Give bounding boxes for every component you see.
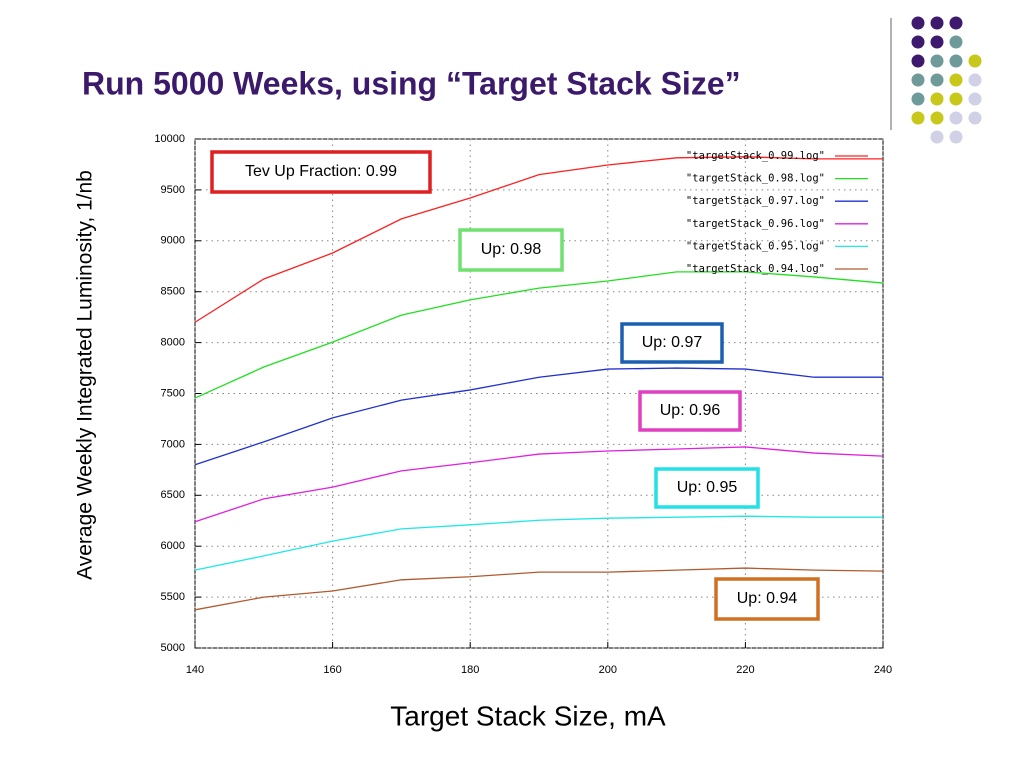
dot <box>968 73 982 87</box>
annotation-box <box>620 322 724 364</box>
y-tick-label: 8500 <box>161 286 185 298</box>
annotation-text: Tev Up Fraction: 0.99 <box>245 163 397 180</box>
dot <box>930 92 944 106</box>
dot <box>911 92 925 106</box>
y-tick-label: 8000 <box>161 337 185 349</box>
annotation-text: Up: 0.94 <box>737 590 798 607</box>
y-tick-label: 5500 <box>161 591 185 603</box>
annotation-box <box>654 467 760 509</box>
x-axis-label: Target Stack Size, mA <box>390 700 666 731</box>
legend-label: "targetStack_0.96.log" <box>686 218 825 230</box>
decoration <box>911 16 982 144</box>
dot <box>968 54 982 68</box>
legend-label: "targetStack_0.94.log" <box>686 263 825 275</box>
annotation-text: Up: 0.96 <box>660 402 721 419</box>
legend-label: "targetStack_0.95.log" <box>686 240 825 252</box>
y-tick-label: 5000 <box>161 642 185 654</box>
dot <box>930 16 944 30</box>
dot <box>949 54 963 68</box>
y-tick-label: 7500 <box>161 387 185 399</box>
annotation-box <box>210 150 432 194</box>
annotation-text: Up: 0.97 <box>642 334 703 351</box>
title: Run 5000 Weeks, using “Target Stack Size… <box>82 65 741 101</box>
x-tick-label: 140 <box>186 664 204 676</box>
series-line <box>194 567 884 611</box>
legend-label: "targetStack_0.99.log" <box>686 150 825 162</box>
x-tick-label: 200 <box>599 664 617 676</box>
dot <box>911 16 925 30</box>
dot <box>911 73 925 87</box>
dot <box>930 35 944 49</box>
dot <box>911 54 925 68</box>
dot <box>949 35 963 49</box>
series-line <box>194 446 884 523</box>
x-tick-label: 240 <box>874 664 892 676</box>
series-line <box>194 271 884 399</box>
y-tick-label: 9000 <box>161 235 185 247</box>
annotation-box <box>714 577 820 621</box>
y-tick-label: 6500 <box>161 489 185 501</box>
y-tick-label: 9500 <box>161 184 185 196</box>
y-tick-label: 7000 <box>161 438 185 450</box>
legend-label: "targetStack_0.97.log" <box>686 195 825 207</box>
dot <box>930 130 944 144</box>
x-tick-label: 160 <box>323 664 341 676</box>
dot <box>949 130 963 144</box>
annotation-text: Up: 0.98 <box>481 241 542 258</box>
dot <box>930 111 944 125</box>
dot <box>949 92 963 106</box>
series-line <box>194 515 883 571</box>
dot <box>968 111 982 125</box>
series-line <box>194 367 883 466</box>
y-axis-label: Average Weekly Integrated Luminosity, 1/… <box>74 170 97 580</box>
dot <box>949 73 963 87</box>
annotation-box <box>458 228 564 272</box>
y-tick-label: 6000 <box>161 540 185 552</box>
dot <box>930 73 944 87</box>
x-tick-label: 220 <box>736 664 754 676</box>
dot <box>930 54 944 68</box>
dot <box>911 35 925 49</box>
x-tick-label: 180 <box>461 664 479 676</box>
annotation-box <box>638 390 742 432</box>
dot <box>949 111 963 125</box>
annotation-text: Up: 0.95 <box>677 479 738 496</box>
dot <box>968 92 982 106</box>
dot <box>949 16 963 30</box>
y-tick-label: 10000 <box>154 133 185 145</box>
legend-label: "targetStack_0.98.log" <box>686 173 825 185</box>
series-line <box>194 156 883 323</box>
dot <box>911 111 925 125</box>
